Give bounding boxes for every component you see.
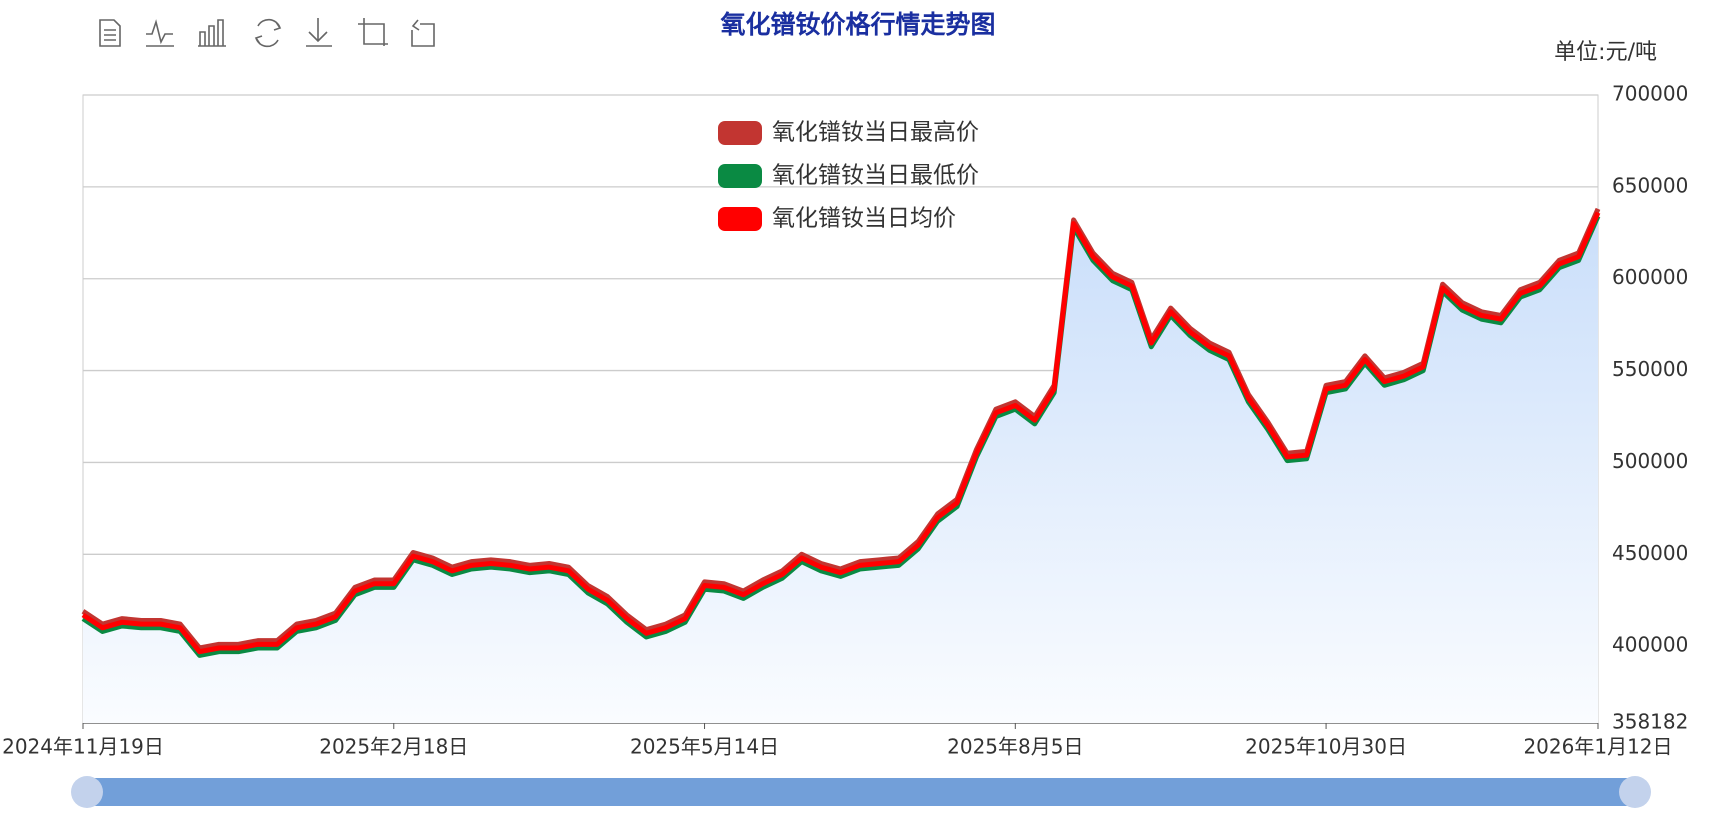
x-tick-label: 2025年8月5日 — [947, 735, 1083, 759]
legend-swatch — [718, 121, 762, 145]
y-tick-label: 500000 — [1612, 449, 1688, 473]
y-tick-label: 358182 — [1612, 710, 1688, 734]
x-tick-label: 2024年11月19日 — [2, 735, 164, 759]
toolbox — [99, 18, 435, 48]
legend-label: 氧化镨钕当日最高价 — [772, 120, 979, 146]
x-tick-label: 2025年10月30日 — [1245, 735, 1407, 759]
refresh-button[interactable] — [254, 18, 282, 48]
legend-swatch — [718, 207, 762, 231]
series-line — [81, 215, 1601, 658]
x-tick-label: 2025年5月14日 — [630, 735, 779, 759]
chart-title: 氧化镨钕价格行情走势图 — [719, 10, 995, 39]
area — [83, 208, 1598, 723]
zoom-reset-button[interactable] — [411, 19, 435, 47]
zoom-handle[interactable] — [1619, 776, 1651, 808]
bar-button[interactable] — [198, 19, 226, 47]
y-tick-label: 400000 — [1612, 633, 1688, 657]
x-tick-label: 2025年2月18日 — [319, 735, 468, 759]
legend-swatch — [718, 164, 762, 188]
y-tick-label: 650000 — [1612, 173, 1688, 197]
data-zoom[interactable] — [71, 776, 1651, 808]
y-axis-label: 单位:元/吨 — [1554, 40, 1657, 65]
y-tick-label: 450000 — [1612, 541, 1688, 565]
zoom-button[interactable] — [358, 18, 388, 46]
zoom-handle[interactable] — [71, 776, 103, 808]
data-view-button[interactable] — [99, 19, 121, 47]
download-button[interactable] — [306, 18, 332, 47]
legend-label: 氧化镨钕当日最低价 — [772, 163, 979, 189]
y-tick-label: 550000 — [1612, 357, 1688, 381]
series-line — [81, 211, 1601, 655]
y-tick-label: 700000 — [1612, 82, 1688, 106]
legend-label: 氧化镨钕当日均价 — [772, 206, 956, 232]
zoom-bar[interactable] — [87, 778, 1635, 806]
line-button[interactable] — [146, 19, 174, 47]
y-tick-label: 600000 — [1612, 265, 1688, 289]
x-tick-label: 2026年1月12日 — [1523, 735, 1672, 759]
plot: 358182 400000 450000 500000 550000 600000 6500… — [2, 82, 1688, 759]
